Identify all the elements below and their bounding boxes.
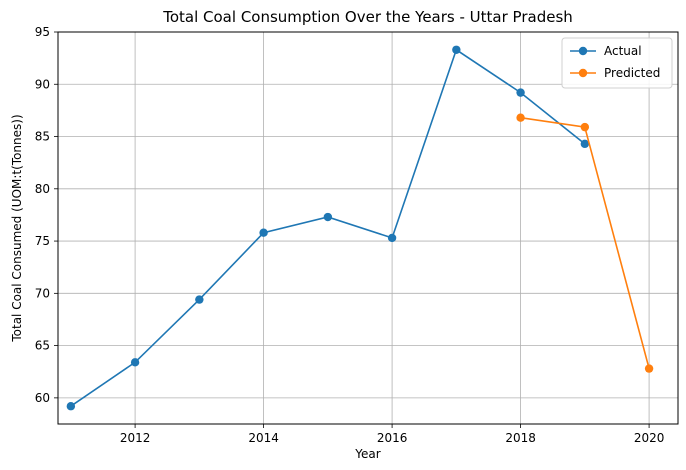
y-tick-label: 70 xyxy=(35,286,50,300)
data-point xyxy=(323,212,333,222)
plot-frame xyxy=(57,31,679,425)
data-point xyxy=(580,122,590,132)
grid xyxy=(58,31,678,424)
x-tick-label: 2018 xyxy=(505,431,536,445)
data-point xyxy=(516,88,525,97)
x-tick-label: 2016 xyxy=(377,431,408,445)
data-point xyxy=(130,358,140,367)
data-point xyxy=(452,45,461,54)
data-point xyxy=(259,228,268,237)
y-tick-label: 90 xyxy=(35,77,50,91)
legend-swatch-marker xyxy=(578,68,588,78)
chart-title: Total Coal Consumption Over the Years - … xyxy=(162,8,573,26)
data-point xyxy=(644,364,654,373)
data-point xyxy=(195,295,204,304)
y-tick-label: 75 xyxy=(35,234,50,248)
data-point xyxy=(66,402,76,411)
series-line-actual xyxy=(70,48,586,407)
y-axis-label: Total Coal Consumed (UOM:t(Tonnes)) xyxy=(10,114,24,342)
x-tick-label: 2020 xyxy=(634,431,665,445)
y-tick-label: 60 xyxy=(35,391,50,405)
legend: Actual Predicted xyxy=(561,37,673,89)
data-point xyxy=(580,139,590,149)
legend-label: Predicted xyxy=(604,66,660,80)
data-point xyxy=(516,113,525,122)
series-predicted xyxy=(516,113,654,373)
series-line-predicted xyxy=(520,116,650,369)
x-tick-label: 2014 xyxy=(248,431,279,445)
x-tick-label: 2012 xyxy=(120,431,151,445)
y-tick-label: 80 xyxy=(35,182,50,196)
y-tick-label: 85 xyxy=(35,130,50,144)
legend-swatch-marker xyxy=(578,46,588,56)
data-point xyxy=(387,233,397,243)
series-layer xyxy=(66,45,654,411)
y-tick-label: 95 xyxy=(35,25,50,39)
series-actual xyxy=(66,45,590,411)
legend-label: Actual xyxy=(604,44,642,58)
x-axis-label: Year xyxy=(354,447,380,461)
ticks: 2012 2014 2016 2018 2020 60 65 70 75 80 85 90 95 xyxy=(35,25,665,445)
y-tick-label: 65 xyxy=(35,339,50,353)
